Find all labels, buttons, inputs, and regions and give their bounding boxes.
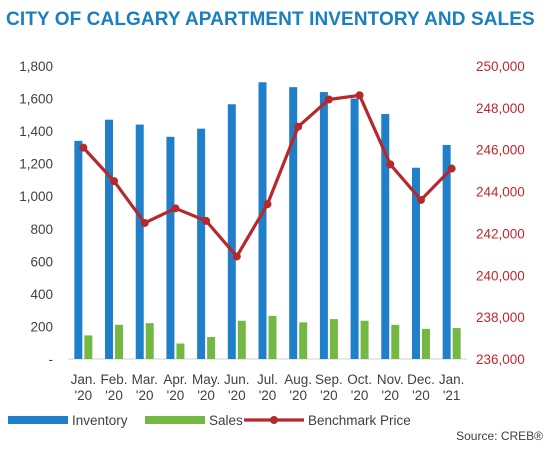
inventory-bar [381,114,390,360]
legend-benchmark-label: Benchmark Price [308,413,411,428]
right-axis-tick-label: 238,000 [476,310,525,325]
x-axis-tick-label: Feb. '20 [101,372,128,403]
sales-bar [360,320,369,359]
x-axis-tick-label: Oct. '20 [347,372,372,403]
benchmark-price-point [79,143,88,152]
right-axis-tick-label: 244,000 [476,185,525,200]
right-axis-tick-label: 250,000 [476,59,525,74]
sales-bar [329,319,338,359]
right-axis-tick-label: 236,000 [476,352,525,367]
sales-bar [452,328,461,359]
inventory-bar [227,104,236,359]
sales-bar [391,324,400,359]
inventory-bar [319,92,328,360]
left-axis-tick-label: 1,200 [19,157,53,172]
right-axis-tick-label: 240,000 [476,268,525,283]
left-axis-tick-label: 200 [30,319,53,334]
benchmark-price-point [294,122,303,131]
left-axis-tick-label: - [49,352,54,367]
sales-bar [237,320,246,359]
inventory-bar [105,119,114,359]
right-axis-tick-label: 248,000 [476,101,525,116]
x-axis-tick-label: Mar. '20 [132,372,158,403]
inventory-bar [289,87,298,360]
inventory-bar [197,128,206,359]
inventory-bar [166,136,175,359]
benchmark-price-point [355,91,364,100]
left-axis-tick-label: 1,600 [19,92,53,107]
x-axis-tick-label: Jul. '20 [257,372,278,403]
right-axis-tick-label: 246,000 [476,143,525,158]
benchmark-price-point [110,177,119,186]
inventory-bar [74,140,83,359]
legend-sales-label: Sales [209,413,243,428]
inventory-bar [411,167,420,359]
x-axis-tick-label: Dec. '20 [407,372,435,403]
left-axis-tick-label: 600 [30,254,53,269]
x-axis-tick-label: Nov. '20 [377,372,404,403]
legend-inventory-swatch [8,416,68,424]
benchmark-price-point [202,216,211,225]
sales-bar [176,343,185,359]
sales-bar [84,335,93,359]
left-axis-tick-label: 400 [30,287,53,302]
sales-bar [115,324,124,359]
sales-bar [268,315,277,359]
inventory-bar [258,82,267,360]
benchmark-price-point [386,160,395,169]
source-note: Source: CREB® [456,429,543,443]
sales-bar [421,328,430,359]
left-axis-tick-label: 1,000 [19,189,53,204]
x-axis-tick-label: Sep. '20 [315,372,343,403]
legend-sales-swatch [145,416,205,424]
sales-bar [145,323,154,359]
x-axis-tick-label: Jan. '21 [439,372,465,403]
x-axis-tick-label: Jan. '20 [71,372,97,403]
x-axis-tick-label: Aug. '20 [284,372,312,403]
legend-benchmark-marker [270,416,278,424]
sales-bar [207,337,216,359]
inventory-bar [135,124,144,359]
left-axis-tick-label: 1,400 [19,124,53,139]
sales-bar [299,322,308,359]
benchmark-price-point [263,200,272,209]
legend-inventory-label: Inventory [72,413,128,428]
benchmark-price-point [447,164,456,173]
chart-title: CITY OF CALGARY APARTMENT INVENTORY AND … [6,9,535,30]
left-axis-tick-label: 800 [30,222,53,237]
benchmark-price-point [416,195,425,204]
x-axis-tick-label: Jun. '20 [224,372,250,403]
benchmark-price-point [324,95,333,104]
inventory-bar [350,98,359,360]
benchmark-price-point [140,218,149,227]
left-axis-tick-label: 1,800 [19,59,53,74]
benchmark-price-point [171,204,180,213]
right-axis-tick-label: 242,000 [476,226,525,241]
inventory-bar [442,144,451,359]
x-axis-tick-label: Apr. '20 [163,372,187,403]
x-axis-tick-label: May. '20 [192,372,220,403]
benchmark-price-point [232,252,241,261]
